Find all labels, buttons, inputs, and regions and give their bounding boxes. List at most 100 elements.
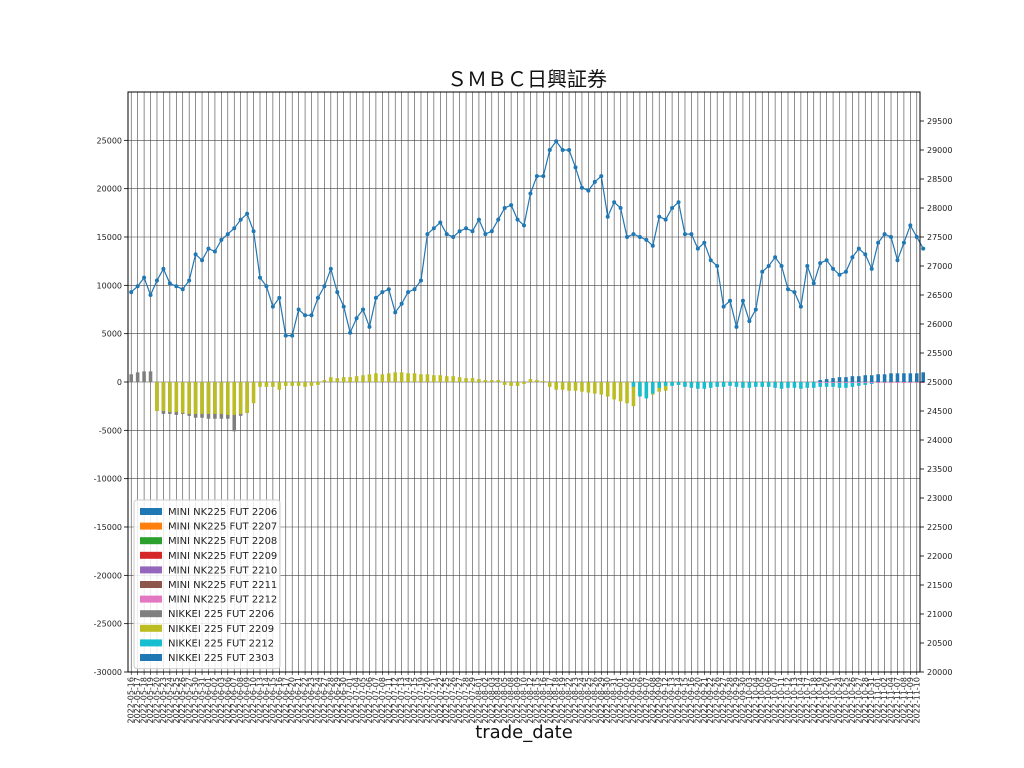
x-tick-label: 2022-09-09: [655, 677, 664, 724]
y-left-tick-label: 10000: [97, 281, 122, 290]
x-tick-label: 2022-10-04: [751, 677, 760, 724]
bar: [547, 382, 552, 387]
price-point: [193, 252, 198, 257]
bar: [432, 375, 436, 382]
legend-swatch: [140, 595, 162, 603]
y-right-tick-label: 22000: [927, 552, 952, 561]
y-left-tick-label: -30000: [94, 668, 122, 677]
legend-swatch: [140, 508, 162, 515]
x-tick-label: 2022-08-04: [494, 677, 503, 724]
y-right-tick-label: 26500: [927, 291, 952, 300]
bar: [670, 382, 674, 386]
bar: [213, 382, 217, 414]
bar: [464, 378, 468, 382]
price-point: [863, 252, 868, 257]
price-point: [315, 295, 320, 300]
x-tick-label: 2022-10-11: [777, 677, 786, 724]
bar: [663, 382, 668, 386]
x-tick-label: 2022-10-06: [764, 677, 773, 724]
x-tick-label: 2022-10-03: [745, 677, 754, 724]
price-point: [528, 191, 533, 196]
x-tick-label: 2022-06-14: [262, 677, 271, 724]
bar: [296, 382, 301, 386]
bar: [850, 376, 855, 382]
price-point: [174, 284, 179, 289]
x-tick-label: 2022-06-01: [204, 677, 213, 724]
price-point: [167, 281, 172, 286]
bar: [605, 382, 610, 397]
legend-swatch: [140, 537, 162, 545]
bar: [309, 382, 314, 386]
price-point: [837, 272, 842, 277]
bar: [811, 382, 816, 388]
x-tick-label: 2022-09-02: [623, 677, 632, 724]
x-tick-label: 2022-07-26: [449, 677, 458, 724]
x-tick-label: 2022-06-09: [243, 677, 252, 724]
y-right-tick-label: 20500: [927, 639, 952, 648]
x-tick-label: 2022-07-29: [468, 677, 477, 724]
bar-series: [129, 371, 925, 432]
bar: [760, 382, 765, 387]
price-point: [592, 179, 597, 184]
bar: [367, 374, 372, 382]
price-point: [354, 316, 359, 321]
price-point: [406, 290, 411, 295]
x-tick-label: 2022-08-09: [513, 677, 522, 724]
x-tick-label: 2022-08-15: [532, 677, 541, 724]
bar: [348, 377, 352, 382]
y-left-tick-label: -10000: [94, 475, 122, 484]
x-tick-label: 2022-10-19: [816, 677, 825, 724]
legend-swatch: [140, 522, 162, 530]
bar: [554, 382, 558, 390]
x-tick-label: 2022-08-25: [584, 677, 593, 724]
price-point: [212, 249, 217, 254]
bar: [908, 382, 913, 383]
x-tick-label: 2022-10-05: [758, 677, 767, 724]
bar: [876, 374, 880, 382]
price-point: [328, 266, 333, 271]
price-point: [644, 237, 649, 242]
price-point: [232, 226, 237, 231]
price-point: [760, 269, 765, 274]
bar: [837, 377, 842, 382]
bar: [721, 382, 726, 387]
bar: [193, 382, 198, 414]
bar: [580, 382, 584, 392]
bar: [831, 382, 835, 383]
bar: [129, 374, 133, 382]
bar: [316, 382, 320, 385]
price-point: [805, 264, 810, 268]
x-tick-label: 2022-08-19: [558, 677, 567, 724]
y-right-tick-label: 28000: [927, 204, 952, 213]
price-point: [579, 185, 584, 190]
bar: [779, 382, 784, 389]
bar: [786, 382, 790, 388]
price-point: [573, 165, 578, 170]
price-point: [908, 223, 913, 228]
bar: [560, 382, 565, 390]
bar: [509, 382, 513, 386]
bar: [818, 382, 822, 387]
y-right-tick-label: 26000: [927, 320, 952, 329]
price-point: [180, 287, 185, 292]
x-tick-label: 2022-07-14: [404, 677, 413, 724]
price-point: [129, 290, 134, 295]
bar: [361, 375, 365, 382]
legend-label: NIKKEI 225 FUT 2206: [168, 609, 274, 620]
price-point: [251, 229, 256, 234]
price-point: [779, 264, 784, 268]
bar: [638, 382, 642, 397]
x-tick-label: 2022-05-19: [146, 677, 155, 724]
x-tick-label: 2022-08-01: [474, 677, 483, 724]
x-tick-label: 2022-10-25: [841, 677, 850, 724]
y-left-tick-label: 25000: [97, 136, 122, 145]
x-tick-label: 2022-06-29: [333, 677, 342, 724]
x-tick-label: 2022-06-15: [268, 677, 277, 724]
price-point: [715, 264, 720, 268]
bar: [747, 382, 752, 388]
price-point: [361, 307, 366, 312]
bar: [515, 382, 520, 386]
bar: [625, 382, 629, 404]
bar: [734, 382, 739, 387]
legend-label: MINI NK225 FUT 2210: [168, 565, 277, 576]
